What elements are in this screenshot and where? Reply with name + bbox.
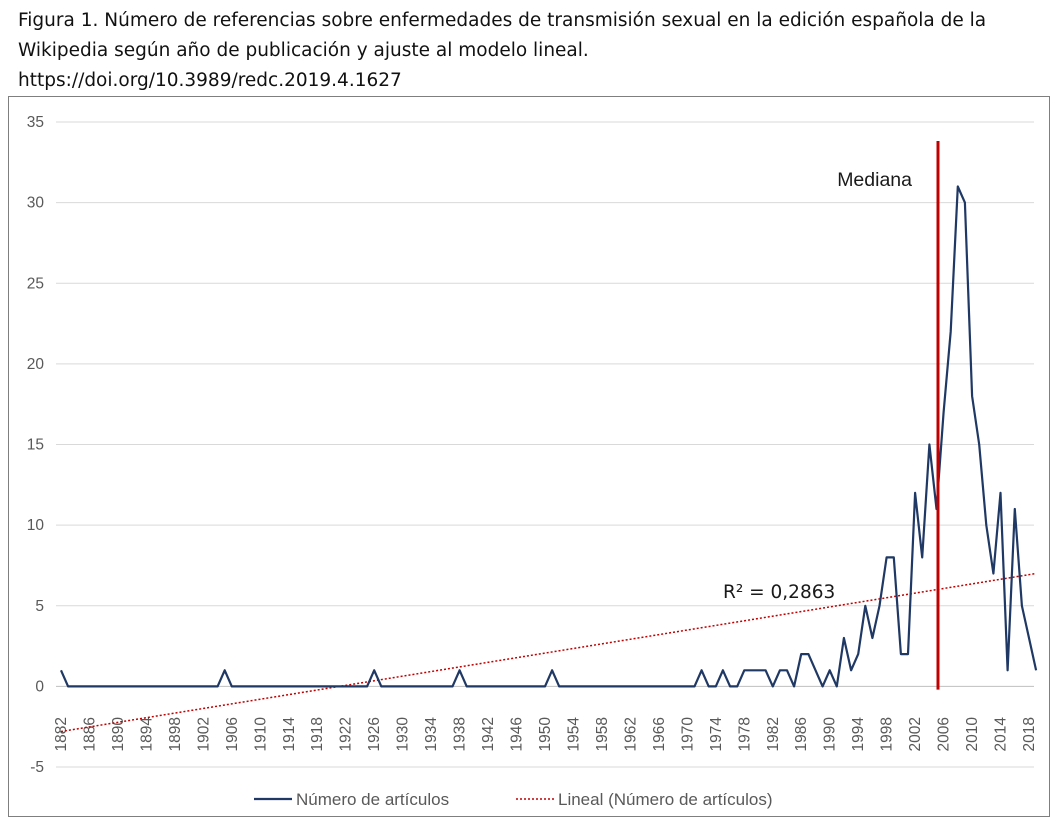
annotations-layer: Mediana R² = 0,2863 (723, 141, 940, 690)
y-tick-label: 0 (35, 678, 44, 695)
median-label: Mediana (837, 169, 912, 191)
legend-label-numero-de-articulos: Número de artículos (296, 790, 449, 809)
x-tick-label: 1978 (736, 717, 753, 751)
x-tick-label: 2002 (907, 717, 924, 751)
x-tick-label: 1974 (708, 717, 725, 752)
y-tick-label: -5 (30, 759, 44, 776)
x-tick-label: 1946 (509, 717, 526, 751)
x-tick-label: 1890 (110, 717, 127, 752)
y-tick-label: 20 (27, 356, 45, 373)
x-tick-label: 1886 (81, 717, 98, 751)
figure-caption: Figura 1. Número de referencias sobre en… (18, 6, 1048, 96)
x-tick-label: 1910 (252, 717, 269, 752)
y-tick-label: 10 (27, 517, 45, 534)
x-tick-label: 1926 (366, 717, 383, 751)
x-tick-label: 1922 (338, 717, 355, 751)
x-tick-label: 2006 (936, 717, 953, 751)
x-tick-label: 1906 (224, 717, 241, 751)
x-tick-label: 1898 (167, 717, 184, 751)
x-tick-label: 1998 (879, 717, 896, 751)
x-tick-label: 1970 (679, 717, 696, 752)
legend: Número de artículos Lineal (Número de art… (254, 790, 772, 809)
x-tick-label: 1938 (452, 717, 469, 751)
x-tick-label: 1902 (195, 717, 212, 751)
x-tick-label: 1882 (53, 717, 70, 751)
y-tick-label: 35 (27, 114, 44, 131)
x-tick-label: 1914 (281, 717, 298, 752)
y-axis-ticks: -5 0 5 10 15 20 25 30 35 (27, 114, 45, 776)
y-tick-label: 25 (27, 275, 44, 292)
y-tick-label: 5 (35, 598, 44, 615)
x-axis-ticks: 1882 1886 1890 1894 1898 1902 1906 1910 1914 1918… (53, 717, 1038, 752)
x-tick-label: 1990 (822, 717, 839, 752)
series-layer (59, 185, 1038, 688)
x-tick-label: 1894 (138, 717, 155, 752)
x-tick-label: 1930 (395, 717, 412, 752)
r-squared-label: R² = 0,2863 (723, 582, 835, 603)
x-tick-label: 1986 (793, 717, 810, 751)
trendline-layer (60, 572, 1037, 733)
caption-line-1: Figura 1. Número de referencias sobre en… (18, 10, 987, 31)
x-tick-label: 1934 (423, 717, 440, 752)
caption-line-3: https://doi.org/10.3989/redc.2019.4.1627 (18, 70, 402, 91)
caption-line-2: Wikipedia según año de publicación y aju… (18, 40, 589, 61)
x-tick-label: 1962 (622, 717, 639, 751)
trendline (60, 572, 1037, 733)
x-tick-label: 2010 (964, 717, 981, 752)
x-tick-label: 1942 (480, 717, 497, 751)
x-tick-label: 1994 (850, 717, 867, 752)
x-tick-label: 1950 (537, 717, 554, 752)
x-tick-label: 1958 (594, 717, 611, 751)
legend-label-lineal: Lineal (Número de artículos) (558, 790, 772, 809)
series-line-numero-de-articulos (59, 185, 1038, 688)
x-tick-label: 1918 (309, 717, 326, 751)
x-tick-label: 2018 (1021, 717, 1038, 751)
y-tick-label: 30 (27, 195, 45, 212)
x-tick-label: 1954 (565, 717, 582, 752)
y-tick-label: 15 (27, 437, 44, 454)
x-tick-label: 2014 (993, 717, 1010, 752)
x-tick-label: 1982 (765, 717, 782, 751)
gridlines (56, 121, 1034, 768)
x-tick-label: 1966 (651, 717, 668, 751)
chart-frame (8, 96, 1050, 817)
